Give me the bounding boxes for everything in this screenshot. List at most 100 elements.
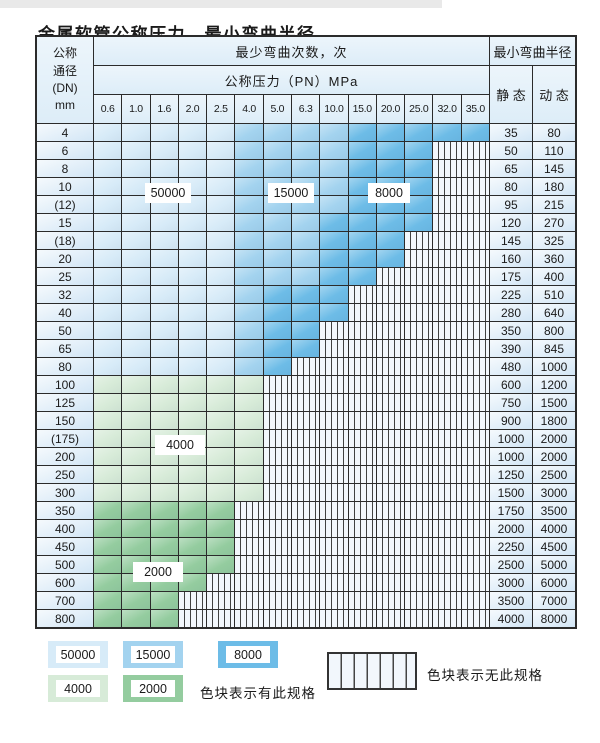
no-spec-cell <box>405 430 433 447</box>
dynamic-radius-cell: 3000 <box>533 484 575 501</box>
spec-cell-50000 <box>207 142 235 159</box>
spec-cell-50000 <box>94 178 122 195</box>
no-spec-cell <box>461 448 489 465</box>
no-spec-cell <box>405 412 433 429</box>
no-spec-cell <box>376 394 405 411</box>
no-spec-cell <box>320 538 348 555</box>
spec-cell-8000 <box>320 214 348 231</box>
legend-swatch-label: 2000 <box>131 680 175 697</box>
dynamic-header: 动 态 <box>533 66 575 123</box>
spec-cell-50000 <box>178 142 207 159</box>
dn-cell: 800 <box>37 610 93 627</box>
static-radius-cell: 280 <box>490 304 532 321</box>
no-spec-cell <box>433 214 461 231</box>
no-spec-cell <box>433 232 461 249</box>
no-spec-cell <box>320 502 348 519</box>
dn-corner-line: 通径 <box>52 63 77 78</box>
dn-cell: 50 <box>37 322 93 339</box>
static-radius-cell: 1500 <box>490 484 532 501</box>
dn-cell: 4 <box>37 124 93 141</box>
no-spec-cell <box>461 520 489 537</box>
no-spec-cell <box>348 448 376 465</box>
static-radius-cell: 175 <box>490 268 532 285</box>
static-radius-cell: 65 <box>490 160 532 177</box>
spec-cell-4000 <box>235 412 263 429</box>
dn-cell: 20 <box>37 250 93 267</box>
no-spec-cell <box>235 538 263 555</box>
spec-cell-4000 <box>94 394 122 411</box>
no-spec-cell <box>292 376 320 393</box>
legend-swatch-label: 15000 <box>131 646 175 663</box>
dn-cell: 350 <box>37 502 93 519</box>
no-spec-cell <box>292 484 320 501</box>
dynamic-radius-cell: 2500 <box>533 466 575 483</box>
spec-cell-50000 <box>207 286 235 303</box>
dynamic-radius-cell: 110 <box>533 142 575 159</box>
pressure-column-header: 35.0 <box>461 95 489 123</box>
spec-cell-15000 <box>235 304 263 321</box>
spec-cell-15000 <box>235 160 263 177</box>
spec-cell-15000 <box>235 358 263 375</box>
spec-cell-50000 <box>122 196 150 213</box>
no-spec-cell <box>405 484 433 501</box>
overlay-4000: 4000 <box>155 435 205 455</box>
spec-cell-50000 <box>207 196 235 213</box>
spec-cell-4000 <box>122 394 150 411</box>
spec-cell-4000 <box>94 484 122 501</box>
spec-cell-2000 <box>94 502 122 519</box>
dn-cell: (175) <box>37 430 93 447</box>
no-spec-cell <box>376 556 405 573</box>
spec-cell-2000 <box>178 574 207 591</box>
dynamic-radius-cell: 1500 <box>533 394 575 411</box>
no-spec-cell <box>376 574 405 591</box>
dynamic-radius-cell: 640 <box>533 304 575 321</box>
no-spec-cell <box>348 322 376 339</box>
spec-cell-15000 <box>235 196 263 213</box>
static-radius-cell: 390 <box>490 340 532 357</box>
no-spec-cell <box>405 394 433 411</box>
no-spec-cell <box>292 412 320 429</box>
spec-cell-8000 <box>405 160 433 177</box>
spec-cell-8000 <box>348 142 376 159</box>
dn-cell: 200 <box>37 448 93 465</box>
dn-cell: 15 <box>37 214 93 231</box>
spec-cell-50000 <box>150 340 178 357</box>
static-radius-cell: 1750 <box>490 502 532 519</box>
spec-cell-8000 <box>320 268 348 285</box>
no-spec-cell <box>405 520 433 537</box>
no-spec-cell <box>433 484 461 501</box>
dynamic-radius-cell: 360 <box>533 250 575 267</box>
dynamic-radius-cell: 145 <box>533 160 575 177</box>
spec-cell-8000 <box>376 232 405 249</box>
no-spec-cell <box>235 574 263 591</box>
spec-cell-8000 <box>376 142 405 159</box>
dn-cell: 10 <box>37 178 93 195</box>
no-spec-cell <box>263 484 291 501</box>
no-spec-cell <box>320 484 348 501</box>
no-spec-cell <box>433 520 461 537</box>
spec-cell-2000 <box>178 502 207 519</box>
no-spec-cell <box>461 556 489 573</box>
spec-cell-50000 <box>94 160 122 177</box>
no-spec-cell <box>263 574 291 591</box>
spec-cell-50000 <box>150 160 178 177</box>
no-spec-cell <box>263 538 291 555</box>
dn-corner-line: 公称 <box>52 46 77 61</box>
no-spec-cell <box>376 430 405 447</box>
spec-cell-8000 <box>320 304 348 321</box>
pressure-header: 公称压力（PN）MPa <box>94 66 489 94</box>
no-spec-cell <box>263 592 291 609</box>
pressure-column-header: 4.0 <box>235 95 263 123</box>
spec-cell-8000 <box>292 304 320 321</box>
no-spec-cell <box>433 358 461 375</box>
no-spec-cell <box>376 412 405 429</box>
no-spec-cell <box>348 484 376 501</box>
spec-cell-8000 <box>461 124 489 141</box>
dn-cell: 600 <box>37 574 93 591</box>
spec-cell-4000 <box>207 394 235 411</box>
no-spec-cell <box>376 286 405 303</box>
spec-cell-50000 <box>94 304 122 321</box>
spec-cell-2000 <box>150 502 178 519</box>
no-spec-cell <box>292 574 320 591</box>
spec-cell-50000 <box>178 232 207 249</box>
